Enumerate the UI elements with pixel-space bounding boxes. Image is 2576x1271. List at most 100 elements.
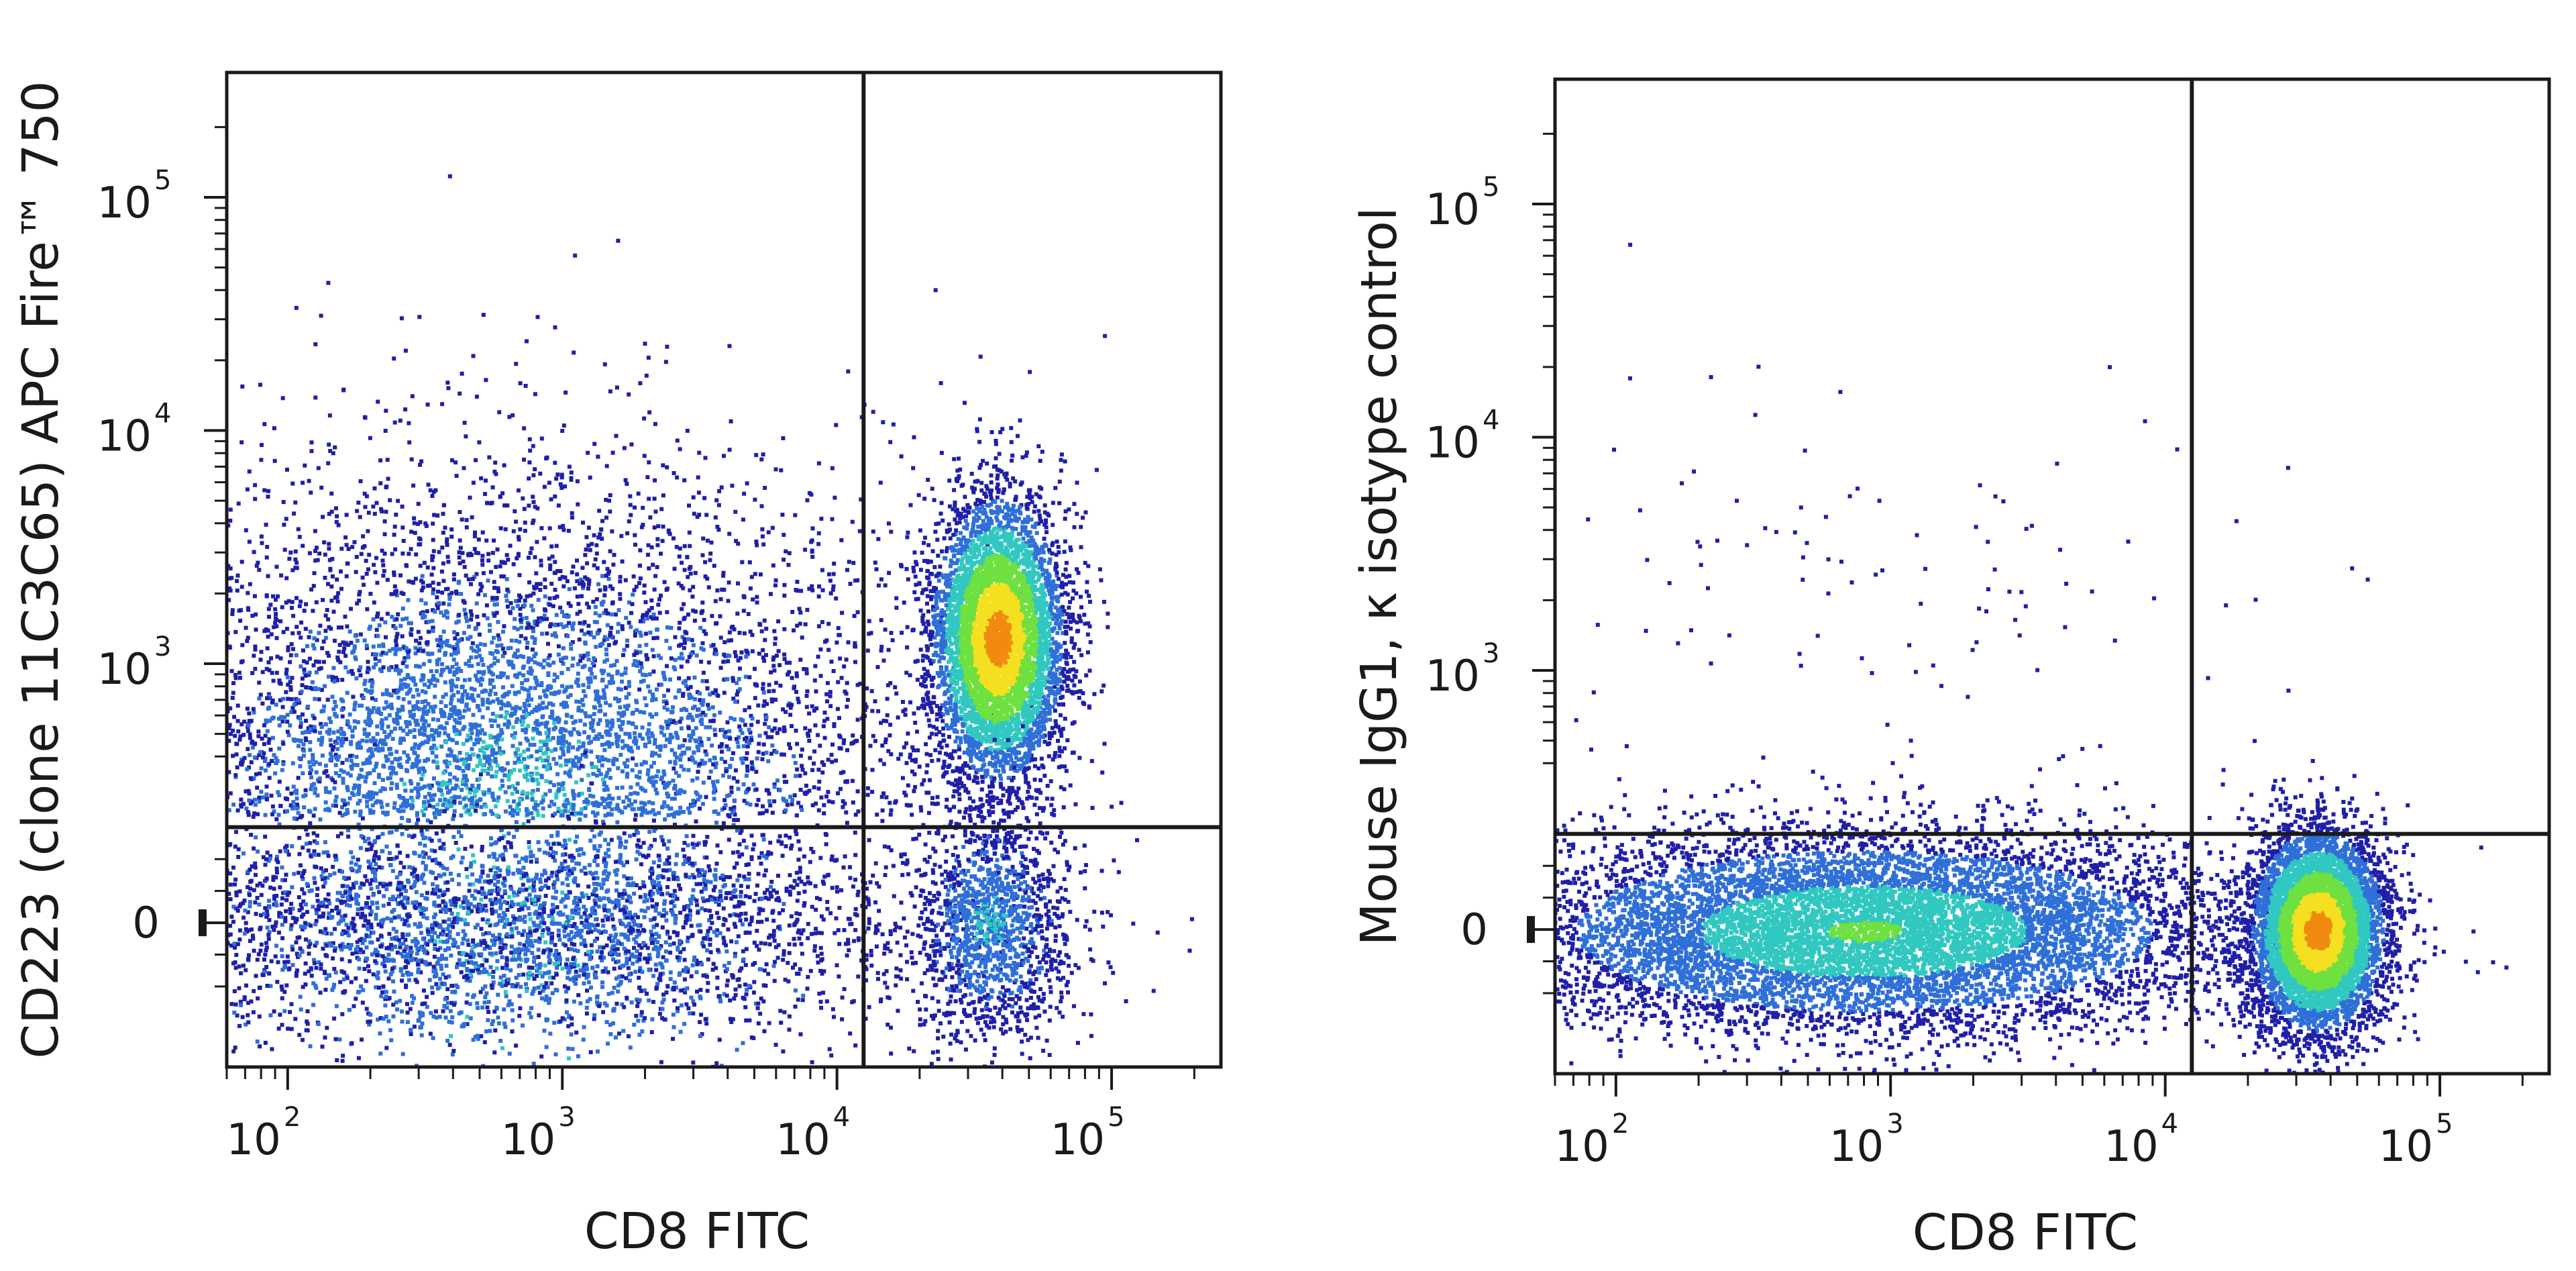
event-point: [853, 928, 857, 932]
event-point: [108, 891, 112, 895]
event-point: [575, 579, 579, 583]
event-point: [419, 538, 423, 542]
event-point: [413, 682, 417, 687]
event-point: [205, 709, 209, 713]
event-point: [722, 935, 726, 939]
event-point: [592, 1013, 596, 1017]
event-point: [691, 964, 695, 968]
event-point: [288, 1010, 292, 1014]
event-point: [152, 688, 156, 692]
event-point: [511, 413, 515, 417]
event-point: [765, 715, 769, 719]
event-point: [313, 529, 317, 533]
event-point: [570, 684, 574, 689]
event-point: [447, 748, 451, 752]
event-point: [640, 666, 644, 670]
event-point: [757, 750, 761, 754]
event-point: [720, 742, 724, 746]
event-point: [398, 624, 402, 628]
event-point: [767, 725, 771, 729]
event-point: [627, 798, 631, 802]
event-point: [629, 792, 633, 796]
event-point: [486, 706, 490, 710]
event-point: [681, 692, 685, 696]
event-point: [256, 896, 260, 900]
event-point: [280, 719, 284, 723]
event-point: [824, 842, 828, 846]
event-point: [782, 1010, 786, 1014]
event-point: [598, 945, 602, 949]
event-point: [99, 917, 103, 921]
event-point: [201, 627, 205, 631]
event-point: [409, 547, 413, 551]
event-point: [599, 643, 603, 647]
event-point: [221, 948, 225, 952]
event-point: [571, 1047, 575, 1051]
event-point: [284, 690, 288, 694]
event-point: [448, 772, 452, 776]
event-point: [786, 803, 790, 807]
event-point: [527, 840, 531, 844]
event-point: [257, 568, 261, 572]
event-point: [178, 791, 182, 795]
event-point: [489, 570, 493, 574]
event-point: [603, 805, 607, 809]
event-point: [201, 698, 205, 702]
event-point: [502, 858, 506, 862]
event-point: [619, 534, 623, 538]
event-point: [513, 617, 517, 621]
event-point: [464, 574, 468, 578]
event-point: [256, 734, 260, 738]
event-point: [218, 785, 222, 789]
event-point: [737, 677, 741, 681]
event-point: [551, 736, 555, 740]
event-point: [763, 486, 767, 490]
event-point: [794, 988, 798, 993]
event-point: [1131, 921, 1135, 925]
event-point: [526, 724, 530, 728]
event-point: [152, 738, 156, 742]
event-point: [329, 599, 333, 603]
event-point: [422, 813, 426, 817]
event-point: [807, 711, 811, 715]
event-point: [452, 577, 456, 581]
event-point: [524, 859, 528, 863]
event-point: [539, 1054, 543, 1058]
event-point: [502, 463, 506, 467]
event-point: [512, 562, 516, 566]
event-point: [301, 913, 305, 917]
event-point: [203, 633, 207, 637]
event-point: [680, 1003, 684, 1007]
event-point: [332, 666, 336, 670]
event-point: [600, 985, 604, 989]
event-point: [606, 842, 610, 846]
event-point: [777, 663, 782, 667]
event-point: [162, 733, 166, 738]
event-point: [415, 688, 419, 692]
event-point: [570, 1023, 574, 1027]
event-point: [318, 762, 322, 766]
event-point: [455, 474, 459, 478]
event-point: [594, 558, 598, 562]
event-point: [386, 1019, 390, 1023]
event-point: [252, 949, 256, 953]
event-point: [370, 684, 374, 689]
event-point: [483, 731, 487, 735]
event-point: [121, 968, 125, 972]
event-point: [836, 791, 840, 795]
event-point: [833, 859, 837, 863]
event-point: [417, 630, 421, 634]
event-point: [395, 786, 399, 790]
event-point: [365, 607, 369, 611]
event-point: [139, 791, 143, 795]
event-point: [885, 697, 890, 701]
event-point: [407, 865, 411, 869]
event-point: [305, 842, 309, 846]
event-point: [738, 666, 742, 670]
event-point: [851, 561, 855, 565]
event-point: [635, 763, 639, 767]
event-point: [361, 576, 365, 580]
event-point: [431, 1036, 435, 1040]
event-point: [280, 903, 284, 907]
event-point: [322, 850, 326, 854]
